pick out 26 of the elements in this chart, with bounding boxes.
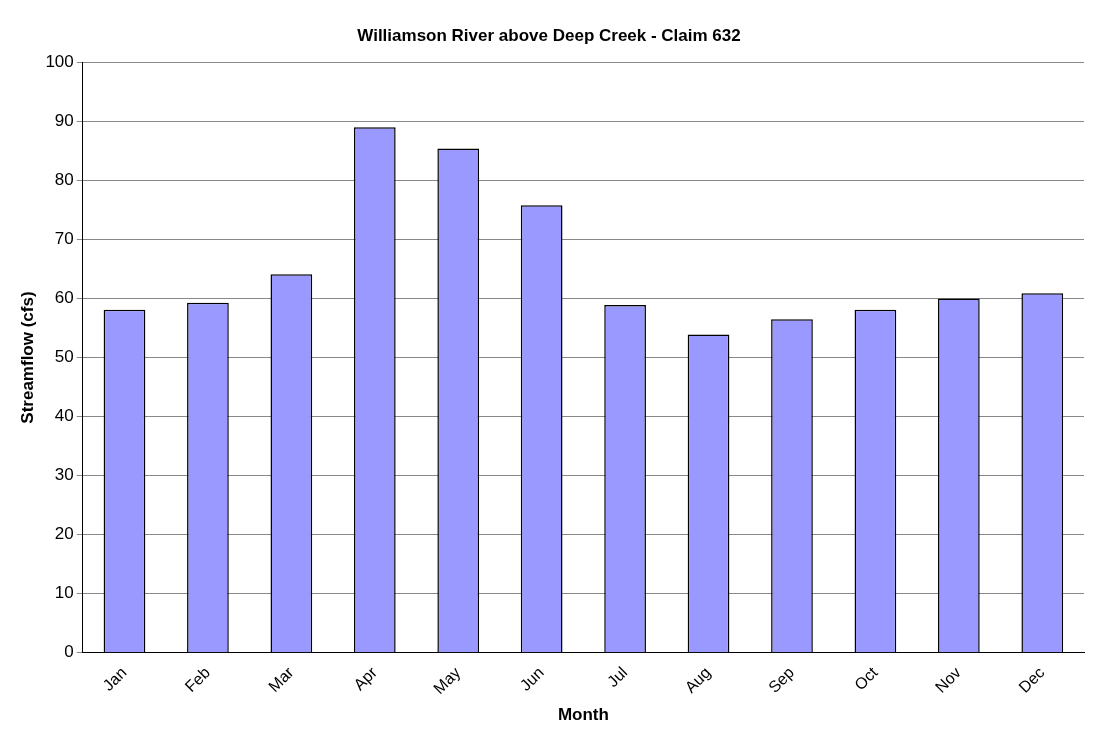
y-tick-label: 40	[54, 406, 74, 426]
x-tick-label: Jun	[516, 663, 547, 694]
y-axis-title: Streamflow (cfs)	[17, 291, 37, 424]
y-tick-label: 50	[54, 347, 74, 367]
x-tick-label: Mar	[265, 663, 298, 696]
x-tick-label: May	[430, 663, 464, 698]
x-tick-label: Apr	[350, 663, 381, 694]
y-tick-label: 70	[54, 229, 74, 249]
y-tick-label: 10	[54, 583, 74, 603]
x-tick-label: Jan	[99, 663, 130, 694]
y-tick-label: 20	[54, 524, 74, 544]
y-tick-label: 60	[54, 288, 74, 308]
y-tick-label: 90	[54, 111, 74, 131]
x-tick-label: Oct	[851, 663, 882, 694]
x-tick-label: Jul	[603, 663, 631, 691]
x-tick-label: Aug	[681, 663, 714, 696]
y-tick-label: 0	[64, 642, 74, 662]
x-tick-label: Nov	[931, 663, 965, 696]
chart-title: Williamson River above Deep Creek - Claim 632	[357, 25, 741, 45]
y-tick-label: 30	[54, 465, 74, 485]
y-tick-label: 100	[45, 52, 74, 72]
x-tick-label: Feb	[181, 663, 214, 696]
x-tick-label: Dec	[1015, 663, 1048, 696]
x-axis-title: Month	[557, 705, 609, 725]
y-tick-label: 80	[54, 170, 74, 190]
x-tick-label: Sep	[765, 663, 798, 696]
